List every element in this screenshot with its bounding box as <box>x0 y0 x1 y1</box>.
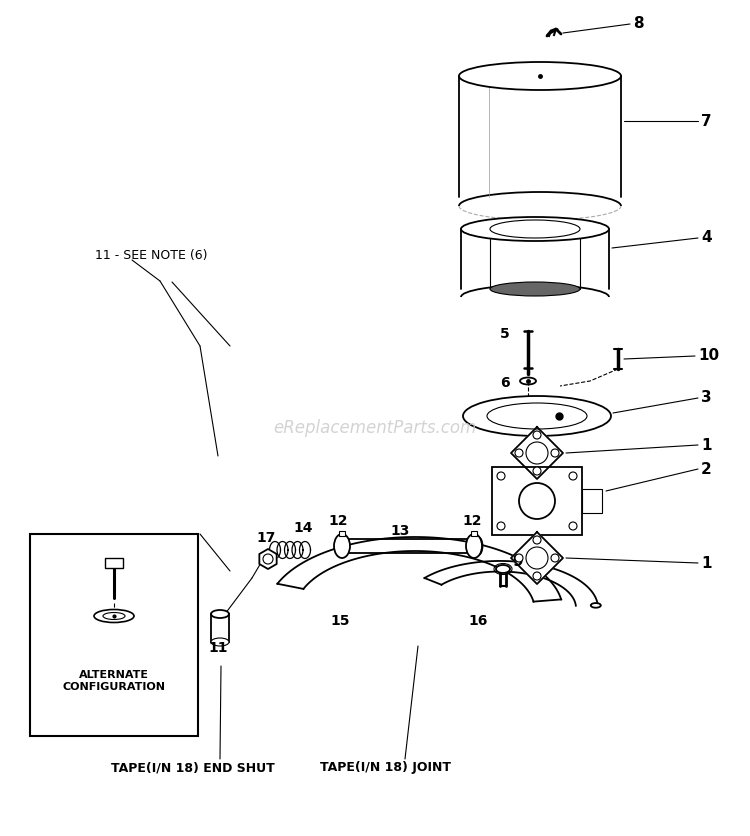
Circle shape <box>263 554 273 564</box>
Text: TAPE(I/N 18) END SHUT: TAPE(I/N 18) END SHUT <box>111 762 274 774</box>
Text: 16: 16 <box>468 614 488 628</box>
Ellipse shape <box>591 603 601 608</box>
Text: 12: 12 <box>328 514 347 528</box>
Circle shape <box>569 522 577 530</box>
Bar <box>30 534 198 736</box>
Text: ALTERNATE
CONFIGURATION: ALTERNATE CONFIGURATION <box>62 670 166 692</box>
Bar <box>339 531 345 536</box>
Text: 8: 8 <box>633 17 644 32</box>
Text: 5: 5 <box>500 327 510 341</box>
Circle shape <box>497 522 505 530</box>
Polygon shape <box>511 427 563 479</box>
Ellipse shape <box>466 534 482 558</box>
Circle shape <box>515 554 523 562</box>
Ellipse shape <box>473 537 482 555</box>
Circle shape <box>519 483 555 519</box>
Ellipse shape <box>490 220 580 238</box>
Ellipse shape <box>211 610 229 618</box>
Bar <box>471 531 477 536</box>
Ellipse shape <box>520 378 536 385</box>
Text: 9: 9 <box>512 553 523 568</box>
Circle shape <box>515 449 523 457</box>
Polygon shape <box>260 549 277 569</box>
Text: TAPE(I/N 18) JOINT: TAPE(I/N 18) JOINT <box>320 762 451 774</box>
Bar <box>582 489 602 513</box>
Text: 1: 1 <box>701 437 712 452</box>
Ellipse shape <box>211 638 229 646</box>
Text: 10: 10 <box>698 349 719 364</box>
Ellipse shape <box>103 613 125 619</box>
Circle shape <box>497 472 505 480</box>
Circle shape <box>533 536 541 544</box>
Text: 6: 6 <box>500 376 510 390</box>
Text: 11: 11 <box>208 641 227 655</box>
Polygon shape <box>511 532 563 584</box>
Circle shape <box>551 554 559 562</box>
Ellipse shape <box>94 609 134 623</box>
Ellipse shape <box>496 565 510 573</box>
Bar <box>211 614 229 642</box>
Ellipse shape <box>334 534 350 558</box>
Text: 12: 12 <box>462 514 482 528</box>
Text: 2: 2 <box>701 461 712 477</box>
Text: 7: 7 <box>701 114 712 129</box>
Ellipse shape <box>490 282 580 296</box>
Circle shape <box>526 442 548 464</box>
Circle shape <box>533 572 541 580</box>
Bar <box>492 467 582 535</box>
Text: eReplacementParts.com: eReplacementParts.com <box>273 419 477 437</box>
Text: 1: 1 <box>701 555 712 570</box>
Bar <box>105 558 123 568</box>
Text: 14: 14 <box>293 521 313 535</box>
Circle shape <box>526 547 548 569</box>
Ellipse shape <box>461 217 609 241</box>
Ellipse shape <box>459 62 621 90</box>
Ellipse shape <box>487 403 587 429</box>
Text: 11 - SEE NOTE (6): 11 - SEE NOTE (6) <box>95 249 208 263</box>
Text: 17: 17 <box>256 531 275 545</box>
Text: 13: 13 <box>390 524 410 538</box>
Circle shape <box>551 449 559 457</box>
Circle shape <box>533 467 541 475</box>
Ellipse shape <box>463 396 611 436</box>
Circle shape <box>533 431 541 439</box>
Text: 4: 4 <box>701 231 712 246</box>
Text: 15: 15 <box>330 614 350 628</box>
Circle shape <box>569 472 577 480</box>
Text: 3: 3 <box>701 390 712 405</box>
